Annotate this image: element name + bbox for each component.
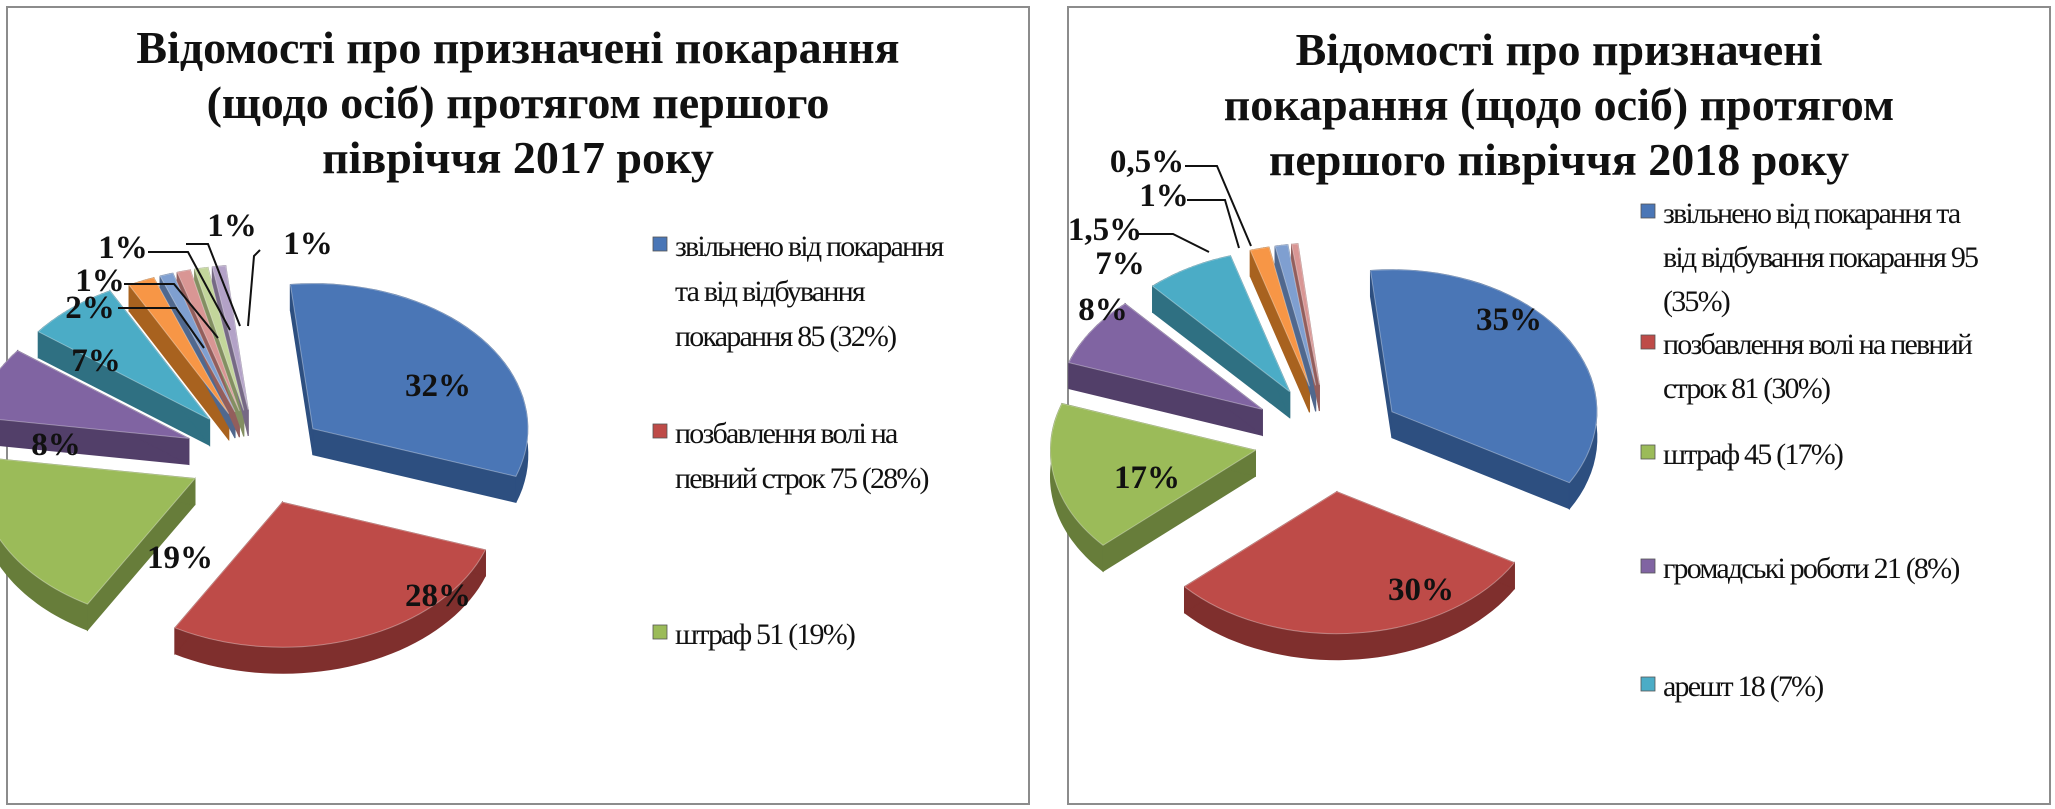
data-label-7: 7% [71, 343, 121, 379]
legend-text: звільнено від покарання [675, 230, 945, 263]
pie-slice-1 [176, 269, 240, 412]
legend-swatch [1640, 334, 1656, 350]
legend-text: арешт 18 (7%) [1663, 670, 1823, 703]
legend-swatch [1640, 203, 1656, 219]
legend-item: штраф 45 (17%) [1640, 438, 1845, 471]
data-label-32: 32% [405, 368, 471, 404]
data-label-19: 19% [147, 540, 213, 576]
pie-slice-1-5 [1249, 246, 1310, 387]
chart-panel-2017: Відомості про призначені покарання (щодо… [0, 6, 1030, 805]
legend-swatch [1640, 444, 1656, 460]
leader-line [124, 283, 219, 339]
chart-title: Відомості про призначені покарання (щодо… [1069, 22, 2049, 187]
legend-text: певний строк 75 (28%) [675, 462, 929, 495]
pie-slice-1 [159, 272, 236, 413]
legend-text: штраф 45 (17%) [1663, 438, 1843, 471]
title-line: Відомості про призначені покарання [136, 22, 900, 73]
legend-item: штраф 51 (19%) [652, 618, 857, 651]
data-label-1: 1% [207, 208, 257, 244]
leader-line [247, 249, 261, 327]
pie-chart-2018: 35% 30% 17% 8% 7%1,5%1%0,5% звільнено від пок… [1049, 144, 1980, 703]
legend-text: (35%) [1663, 285, 1730, 318]
pie-slice-32 [289, 283, 529, 477]
legend-text: штраф 51 (19%) [675, 618, 855, 651]
legend-text: громадські роботи 21 (8%) [1663, 552, 1959, 585]
pie-slice-35 [1369, 269, 1598, 484]
data-label-8: 8% [1078, 292, 1128, 328]
legend-swatch [652, 236, 668, 252]
pie-slice-1 [1274, 244, 1317, 386]
data-label-28: 28% [405, 578, 471, 614]
pie-slice-0-5 [1291, 243, 1320, 386]
data-label-7: 7% [1095, 246, 1145, 282]
legend-text: від відбування покарання 95 [1663, 241, 1978, 274]
chart-title: Відомості про призначені покарання (щодо… [8, 20, 1028, 185]
leader-line [1185, 165, 1252, 247]
data-label-1: 1% [1139, 178, 1189, 214]
legend-text: строк 81 (30%) [1663, 372, 1830, 405]
pie-slice-28 [174, 501, 487, 648]
legend-item: арешт 18 (7%) [1640, 670, 1825, 703]
leader-line [1137, 233, 1210, 253]
pie-chart-2017: 32%28%19%8%7%2%1%1%1% 1% звільнено від пок… [0, 208, 946, 674]
legend-item: позбавлення волі на певний строк 75 (28%) [652, 417, 930, 495]
data-label-2: 2% [65, 290, 115, 326]
data-label-1: 1% [75, 263, 125, 299]
pie-slice-1 [211, 265, 249, 411]
legend-swatch [1640, 558, 1656, 574]
data-label-1: 1% [283, 226, 333, 262]
pie-slice-17 [1049, 403, 1257, 546]
legend-item: позбавлення волі на певний строк 81 (30%) [1640, 328, 1975, 405]
legend-item: звільнено від покарання та від відбування… [1640, 197, 1980, 318]
chart-panel-2018: Відомості про призначені покарання (щодо… [1049, 6, 2051, 805]
pie-slice-2 [128, 277, 230, 414]
pie-slice-30 [1183, 491, 1516, 635]
pie-slice-8 [1068, 303, 1263, 410]
legend-item: громадські роботи 21 (8%) [1640, 552, 1961, 585]
title-line: Відомості про призначені [1295, 24, 1823, 75]
data-label-8: 8% [31, 427, 81, 463]
title-line: покарання (щодо осіб) протягом [1223, 79, 1895, 130]
legend-swatch [652, 624, 668, 640]
legend-text: позбавлення волі на [675, 417, 898, 450]
leader-line [1187, 199, 1240, 249]
data-label-17: 17% [1114, 460, 1180, 496]
legend-text: та від відбування [675, 275, 866, 308]
pie-slice-8 [0, 350, 190, 439]
pie-slice-7 [37, 290, 210, 420]
data-label-1-5: 1,5% [1068, 212, 1142, 248]
legend-swatch [652, 423, 668, 439]
leader-line [118, 307, 205, 349]
legend-item: звільнено від покарання та від відбування… [652, 230, 946, 353]
data-label-35: 35% [1476, 302, 1542, 338]
leader-line [148, 251, 231, 331]
legend-text: покарання 85 (32%) [675, 320, 896, 353]
legend-swatch [1640, 676, 1656, 692]
title-line: півріччя 2017 року [322, 132, 714, 183]
data-label-0-5: 0,5% [1110, 144, 1184, 180]
legend-text: позбавлення волі на певний [1663, 328, 1973, 361]
pie-slice-7 [1151, 255, 1291, 393]
pie-slice-19 [0, 458, 196, 605]
legend-text: звільнено від покарання та [1663, 197, 1961, 230]
leader-line [186, 243, 241, 327]
pie-slice-1 [194, 266, 245, 411]
data-label-30: 30% [1388, 572, 1454, 608]
data-label-1: 1% [98, 230, 148, 266]
title-line: (щодо осіб) протягом першого [206, 77, 830, 128]
title-line: першого півріччя 2018 року [1268, 134, 1850, 185]
